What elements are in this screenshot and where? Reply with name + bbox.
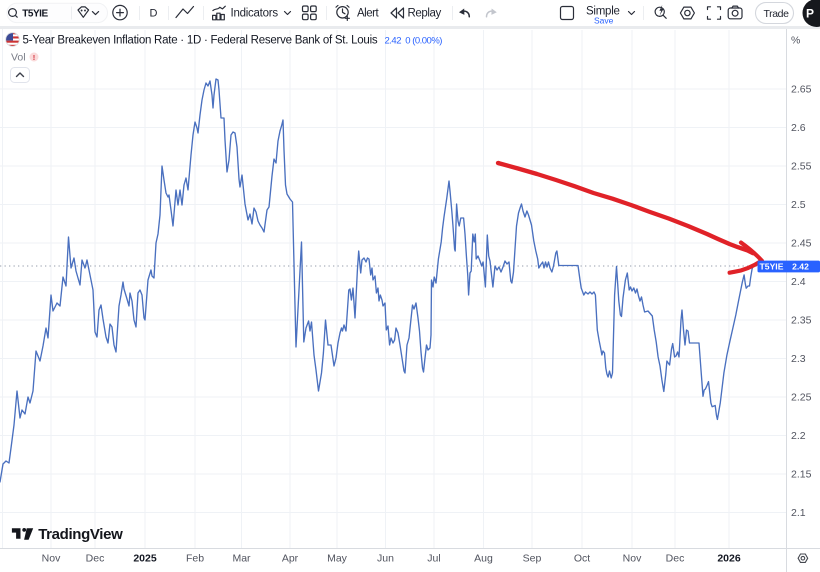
- svg-text:Alert: Alert: [357, 8, 379, 20]
- svg-text:2.15: 2.15: [791, 469, 812, 481]
- svg-text:Save: Save: [594, 16, 614, 26]
- svg-text:2.35: 2.35: [791, 315, 812, 327]
- svg-text:Jul: Jul: [427, 553, 440, 565]
- svg-text:2026: 2026: [717, 553, 741, 565]
- svg-text:2.3: 2.3: [791, 353, 806, 365]
- svg-text:!: !: [33, 53, 36, 62]
- svg-text:2.5: 2.5: [791, 199, 806, 211]
- svg-text:2.6: 2.6: [791, 122, 806, 134]
- svg-text:T5YIE: T5YIE: [760, 262, 784, 272]
- svg-text:2.2: 2.2: [791, 430, 806, 442]
- svg-text:Dec: Dec: [86, 553, 105, 565]
- svg-text:Dec: Dec: [666, 553, 685, 565]
- svg-text:Trade: Trade: [764, 8, 790, 20]
- svg-text:2.1: 2.1: [791, 507, 806, 519]
- svg-text:2.45: 2.45: [791, 238, 812, 250]
- svg-text:2.65: 2.65: [791, 84, 812, 96]
- svg-text:Simple: Simple: [586, 6, 620, 18]
- svg-text:Indicators: Indicators: [231, 8, 279, 20]
- svg-text:2.4: 2.4: [791, 276, 806, 288]
- svg-text:%: %: [791, 35, 800, 47]
- svg-text:Vol: Vol: [11, 52, 26, 64]
- svg-text:Mar: Mar: [232, 553, 251, 565]
- svg-text:Apr: Apr: [282, 553, 299, 565]
- svg-text:2.42: 2.42: [792, 262, 809, 272]
- svg-text:2.42 0 (0.00%): 2.42 0 (0.00%): [385, 36, 443, 47]
- svg-text:Nov: Nov: [42, 553, 61, 565]
- svg-text:Nov: Nov: [623, 553, 642, 565]
- svg-text:Replay: Replay: [408, 8, 442, 20]
- svg-text:Sep: Sep: [523, 553, 542, 565]
- svg-text:T5YIE: T5YIE: [22, 8, 48, 19]
- svg-text:2.55: 2.55: [791, 161, 812, 173]
- svg-text:May: May: [327, 553, 348, 565]
- svg-text:Aug: Aug: [474, 553, 493, 565]
- svg-text:2.25: 2.25: [791, 392, 812, 404]
- svg-text:2025: 2025: [133, 553, 157, 565]
- svg-text:P: P: [806, 7, 814, 21]
- svg-text:D: D: [150, 8, 158, 20]
- svg-text:5-Year Breakeven Inflation Rat: 5-Year Breakeven Inflation Rate · 1D · F…: [23, 35, 378, 47]
- svg-text:Jun: Jun: [377, 553, 394, 565]
- svg-text:Feb: Feb: [186, 553, 204, 565]
- svg-text:TradingView: TradingView: [38, 526, 123, 543]
- svg-text:Oct: Oct: [574, 553, 590, 565]
